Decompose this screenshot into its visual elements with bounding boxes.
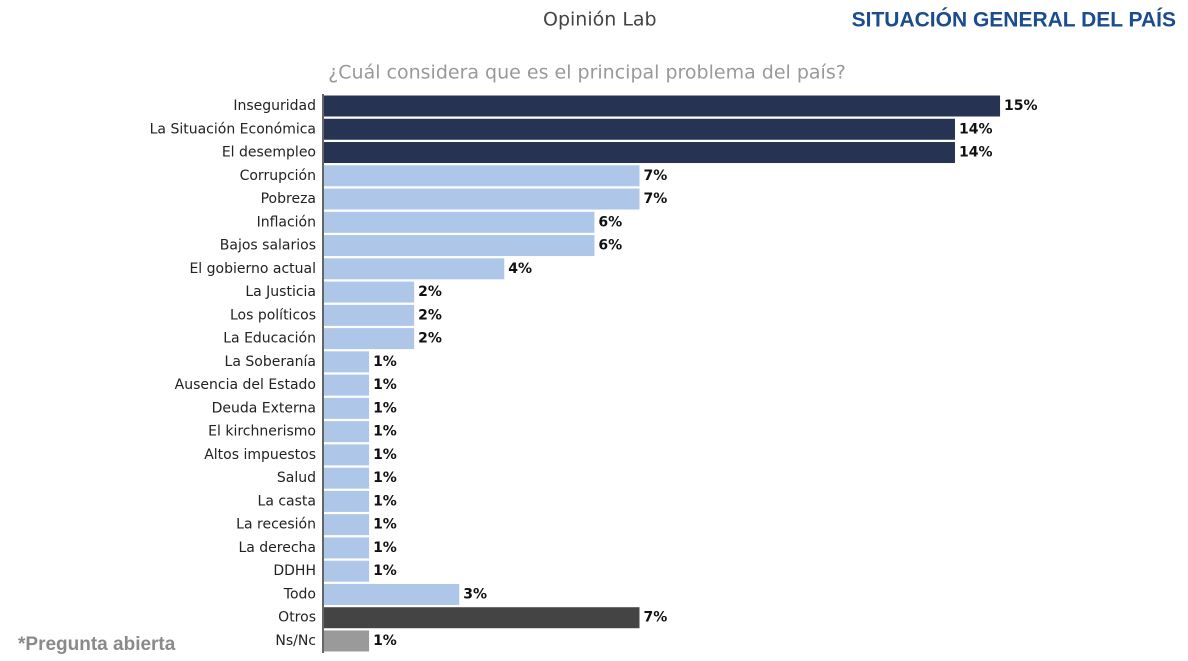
- bar: [324, 467, 370, 489]
- category-label: Ns/Nc: [275, 633, 316, 649]
- category-label: La Situación Económica: [150, 121, 316, 137]
- bar: [324, 258, 505, 280]
- value-label: 2%: [418, 307, 442, 323]
- value-label: 4%: [508, 261, 532, 277]
- footnote: *Pregunta abierta: [18, 634, 176, 655]
- value-label: 1%: [373, 354, 397, 370]
- category-label: DDHH: [273, 563, 316, 579]
- bar: [324, 490, 370, 512]
- category-label: La Soberanía: [225, 354, 316, 370]
- category-label: Inflación: [257, 214, 316, 230]
- value-label: 2%: [418, 331, 442, 347]
- value-label: 1%: [373, 493, 397, 509]
- value-label: 3%: [463, 586, 487, 602]
- category-label: La recesión: [236, 517, 316, 533]
- category-label: La casta: [258, 493, 316, 509]
- bar: [324, 165, 640, 187]
- bar: [324, 328, 415, 350]
- bar: [324, 118, 955, 140]
- value-label: 1%: [373, 400, 397, 416]
- bar: [324, 374, 370, 396]
- bar: [324, 583, 460, 605]
- category-label: Deuda Externa: [212, 400, 316, 416]
- value-label: 1%: [373, 447, 397, 463]
- value-label: 1%: [373, 633, 397, 649]
- value-label: 1%: [373, 517, 397, 533]
- brand: Opinión Lab: [543, 9, 657, 31]
- bar: [324, 211, 595, 233]
- value-label: 15%: [1004, 98, 1038, 114]
- bar: [324, 397, 370, 419]
- category-label: Los políticos: [230, 307, 316, 323]
- bar: [324, 444, 370, 466]
- bar: [324, 95, 1001, 117]
- value-label: 7%: [643, 191, 667, 207]
- category-label: El gobierno actual: [189, 261, 316, 277]
- value-label: 7%: [643, 168, 667, 184]
- value-label: 14%: [959, 121, 993, 137]
- value-label: 1%: [373, 424, 397, 440]
- value-label: 1%: [373, 377, 397, 393]
- bar: [324, 607, 640, 629]
- value-label: 7%: [643, 610, 667, 626]
- bar: [324, 630, 370, 652]
- bar: [324, 421, 370, 443]
- bar: [324, 537, 370, 559]
- category-label: La Educación: [223, 331, 316, 347]
- category-label: Altos impuestos: [204, 447, 316, 463]
- category-label: Inseguridad: [233, 98, 316, 114]
- bar: [324, 281, 415, 303]
- bar: [324, 304, 415, 326]
- chart-title: ¿Cuál considera que es el principal prob…: [328, 62, 846, 84]
- value-label: 6%: [598, 214, 622, 230]
- bar: [324, 235, 595, 257]
- bar: [324, 142, 955, 164]
- value-label: 6%: [598, 238, 622, 254]
- category-label: El desempleo: [222, 145, 316, 161]
- bar: [324, 188, 640, 210]
- category-label: Otros: [278, 610, 316, 626]
- bar: [324, 560, 370, 582]
- bar: [324, 514, 370, 536]
- category-label: La derecha: [238, 540, 316, 556]
- value-label: 1%: [373, 540, 397, 556]
- category-label: Bajos salarios: [220, 238, 316, 254]
- value-label: 1%: [373, 470, 397, 486]
- category-label: El kirchnerismo: [208, 424, 316, 440]
- category-label: Salud: [277, 470, 316, 486]
- bar: [324, 351, 370, 373]
- value-label: 14%: [959, 145, 993, 161]
- value-label: 2%: [418, 284, 442, 300]
- value-label: 1%: [373, 563, 397, 579]
- category-label: Ausencia del Estado: [175, 377, 316, 393]
- category-label: Todo: [283, 586, 316, 602]
- section-title: SITUACIÓN GENERAL DEL PAÍS: [852, 8, 1176, 32]
- category-label: Corrupción: [240, 168, 316, 184]
- category-label: Pobreza: [261, 191, 316, 207]
- category-label: La Justicia: [245, 284, 316, 300]
